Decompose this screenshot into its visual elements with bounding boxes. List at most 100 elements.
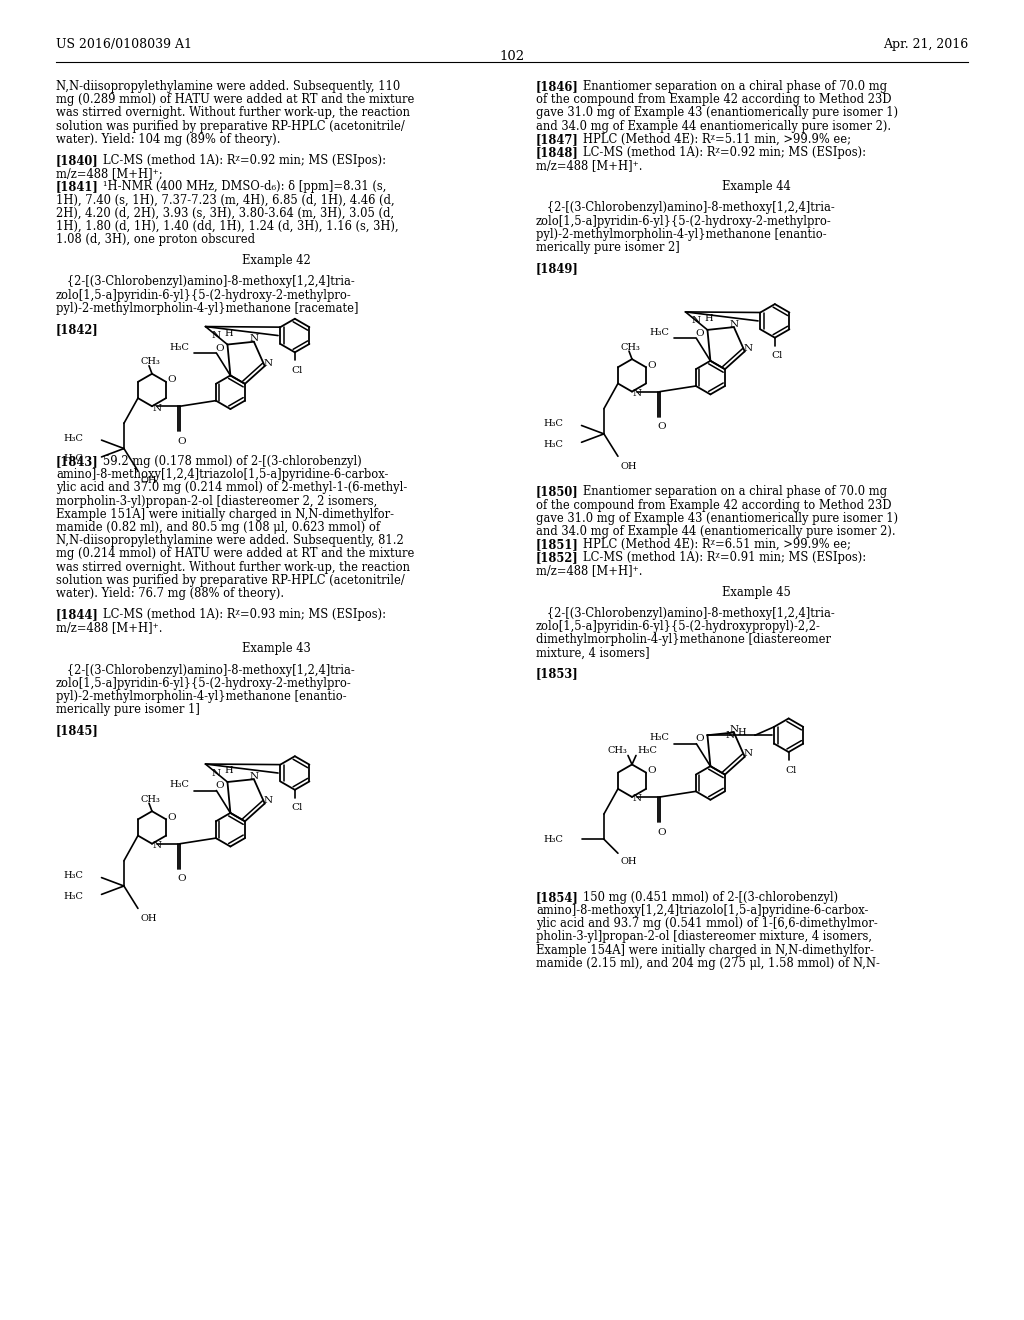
Text: [1851]: [1851]: [536, 539, 579, 552]
Text: {2-[(3-Chlorobenzyl)amino]-8-methoxy[1,2,4]tria-: {2-[(3-Chlorobenzyl)amino]-8-methoxy[1,2…: [536, 202, 835, 214]
Text: water). Yield: 76.7 mg (88% of theory).: water). Yield: 76.7 mg (88% of theory).: [56, 587, 284, 601]
Text: ylic acid and 93.7 mg (0.541 mmol) of 1-[6,6-dimethylmor-: ylic acid and 93.7 mg (0.541 mmol) of 1-…: [536, 917, 878, 931]
Text: H₃C: H₃C: [544, 418, 563, 428]
Text: O: O: [648, 360, 656, 370]
Text: HPLC (Method 4E): Rᵡ=6.51 min, >99.9% ee;: HPLC (Method 4E): Rᵡ=6.51 min, >99.9% ee…: [572, 539, 851, 552]
Text: [1853]: [1853]: [536, 668, 579, 681]
Text: solution was purified by preparative RP-HPLC (acetonitrile/: solution was purified by preparative RP-…: [56, 120, 404, 132]
Text: amino]-8-methoxy[1,2,4]triazolo[1,5-a]pyridine-6-carbox-: amino]-8-methoxy[1,2,4]triazolo[1,5-a]py…: [56, 469, 388, 482]
Text: Cl: Cl: [785, 766, 797, 775]
Text: CH₃: CH₃: [621, 343, 640, 351]
Text: Example 44: Example 44: [722, 181, 791, 193]
Text: zolo[1,5-a]pyridin-6-yl}{5-(2-hydroxypropyl)-2,2-: zolo[1,5-a]pyridin-6-yl}{5-(2-hydroxypro…: [536, 620, 821, 634]
Text: m/z=488 [M+H]⁺.: m/z=488 [M+H]⁺.: [536, 160, 642, 172]
Text: [1847]: [1847]: [536, 133, 579, 145]
Text: H: H: [705, 314, 713, 323]
Text: zolo[1,5-a]pyridin-6-yl}{5-(2-hydroxy-2-methylpro-: zolo[1,5-a]pyridin-6-yl}{5-(2-hydroxy-2-…: [536, 215, 831, 227]
Text: N: N: [153, 841, 162, 850]
Text: O: O: [648, 766, 656, 775]
Text: of the compound from Example 42 according to Method 23D: of the compound from Example 42 accordin…: [536, 499, 892, 512]
Text: O: O: [178, 437, 186, 446]
Text: Example 151A] were initially charged in N,N-dimethylfor-: Example 151A] were initially charged in …: [56, 508, 394, 521]
Text: Enantiomer separation on a chiral phase of 70.0 mg: Enantiomer separation on a chiral phase …: [572, 81, 887, 92]
Text: {2-[(3-Chlorobenzyl)amino]-8-methoxy[1,2,4]tria-: {2-[(3-Chlorobenzyl)amino]-8-methoxy[1,2…: [536, 607, 835, 620]
Text: [1840]: [1840]: [56, 154, 98, 166]
Text: 1H), 7.40 (s, 1H), 7.37-7.23 (m, 4H), 6.85 (d, 1H), 4.46 (d,: 1H), 7.40 (s, 1H), 7.37-7.23 (m, 4H), 6.…: [56, 194, 394, 206]
Text: 59.2 mg (0.178 mmol) of 2-[(3-chlorobenzyl): 59.2 mg (0.178 mmol) of 2-[(3-chlorobenz…: [92, 455, 361, 469]
Text: H₃C: H₃C: [169, 342, 189, 351]
Text: OH: OH: [141, 477, 158, 486]
Text: N,N-diisopropylethylamine were added. Subsequently, 81.2: N,N-diisopropylethylamine were added. Su…: [56, 535, 403, 548]
Text: mamide (2.15 ml), and 204 mg (275 μl, 1.58 mmol) of N,N-: mamide (2.15 ml), and 204 mg (275 μl, 1.…: [536, 957, 880, 970]
Text: [1841]: [1841]: [56, 181, 99, 193]
Text: H₃C: H₃C: [544, 440, 563, 449]
Text: [1842]: [1842]: [56, 323, 98, 335]
Text: morpholin-3-yl)propan-2-ol [diastereomer 2, 2 isomers,: morpholin-3-yl)propan-2-ol [diastereomer…: [56, 495, 377, 508]
Text: N: N: [249, 772, 258, 780]
Text: N: N: [743, 345, 753, 352]
Text: 150 mg (0.451 mmol) of 2-[(3-chlorobenzyl): 150 mg (0.451 mmol) of 2-[(3-chlorobenzy…: [572, 891, 838, 904]
Text: 1.08 (d, 3H), one proton obscured: 1.08 (d, 3H), one proton obscured: [56, 234, 255, 246]
Text: and 34.0 mg of Example 44 enantiomerically pure isomer 2).: and 34.0 mg of Example 44 enantiomerical…: [536, 120, 891, 132]
Text: was stirred overnight. Without further work-up, the reaction: was stirred overnight. Without further w…: [56, 561, 410, 574]
Text: N: N: [729, 725, 738, 734]
Text: HPLC (Method 4E): Rᵡ=5.11 min, >99.9% ee;: HPLC (Method 4E): Rᵡ=5.11 min, >99.9% ee…: [572, 133, 851, 145]
Text: solution was purified by preparative RP-HPLC (acetonitrile/: solution was purified by preparative RP-…: [56, 574, 404, 587]
Text: gave 31.0 mg of Example 43 (enantiomerically pure isomer 1): gave 31.0 mg of Example 43 (enantiomeric…: [536, 512, 898, 525]
Text: N,N-diisopropylethylamine were added. Subsequently, 110: N,N-diisopropylethylamine were added. Su…: [56, 81, 400, 92]
Text: [1846]: [1846]: [536, 81, 579, 92]
Text: zolo[1,5-a]pyridin-6-yl}{5-(2-hydroxy-2-methylpro-: zolo[1,5-a]pyridin-6-yl}{5-(2-hydroxy-2-…: [56, 289, 352, 301]
Text: 1H), 1.80 (d, 1H), 1.40 (dd, 1H), 1.24 (d, 3H), 1.16 (s, 3H),: 1H), 1.80 (d, 1H), 1.40 (dd, 1H), 1.24 (…: [56, 220, 398, 232]
Text: m/z=488 [M+H]⁺.: m/z=488 [M+H]⁺.: [536, 565, 642, 578]
Text: merically pure isomer 1]: merically pure isomer 1]: [56, 704, 200, 717]
Text: {2-[(3-Chlorobenzyl)amino]-8-methoxy[1,2,4]tria-: {2-[(3-Chlorobenzyl)amino]-8-methoxy[1,2…: [56, 664, 354, 677]
Text: US 2016/0108039 A1: US 2016/0108039 A1: [56, 38, 193, 51]
Text: Cl: Cl: [291, 804, 302, 812]
Text: H₃C: H₃C: [63, 454, 84, 463]
Text: [1850]: [1850]: [536, 486, 579, 499]
Text: [1852]: [1852]: [536, 552, 579, 565]
Text: O: O: [695, 734, 703, 743]
Text: Example 42: Example 42: [242, 255, 310, 267]
Text: H₃C: H₃C: [63, 433, 84, 442]
Text: of the compound from Example 42 according to Method 23D: of the compound from Example 42 accordin…: [536, 94, 892, 106]
Text: N: N: [263, 359, 272, 367]
Text: [1854]: [1854]: [536, 891, 579, 904]
Text: Cl: Cl: [291, 366, 302, 375]
Text: H₃C: H₃C: [649, 327, 669, 337]
Text: 2H), 4.20 (d, 2H), 3.93 (s, 3H), 3.80-3.64 (m, 3H), 3.05 (d,: 2H), 4.20 (d, 2H), 3.93 (s, 3H), 3.80-3.…: [56, 207, 394, 219]
Text: LC-MS (method 1A): Rᵡ=0.92 min; MS (ESIpos):: LC-MS (method 1A): Rᵡ=0.92 min; MS (ESIp…: [92, 154, 386, 166]
Text: was stirred overnight. Without further work-up, the reaction: was stirred overnight. Without further w…: [56, 107, 410, 119]
Text: Example 45: Example 45: [722, 586, 791, 599]
Text: N: N: [263, 796, 272, 805]
Text: [1844]: [1844]: [56, 609, 99, 622]
Text: and 34.0 mg of Example 44 (enantiomerically pure isomer 2).: and 34.0 mg of Example 44 (enantiomerica…: [536, 525, 896, 539]
Text: O: O: [215, 343, 223, 352]
Text: OH: OH: [621, 462, 637, 471]
Text: O: O: [695, 329, 703, 338]
Text: N: N: [249, 334, 258, 343]
Text: H: H: [738, 729, 746, 738]
Text: {2-[(3-Chlorobenzyl)amino]-8-methoxy[1,2,4]tria-: {2-[(3-Chlorobenzyl)amino]-8-methoxy[1,2…: [56, 276, 354, 288]
Text: amino]-8-methoxy[1,2,4]triazolo[1,5-a]pyridine-6-carbox-: amino]-8-methoxy[1,2,4]triazolo[1,5-a]py…: [536, 904, 868, 917]
Text: N: N: [212, 331, 221, 341]
Text: N: N: [729, 319, 738, 329]
Text: LC-MS (method 1A): Rᵡ=0.91 min; MS (ESIpos):: LC-MS (method 1A): Rᵡ=0.91 min; MS (ESIp…: [572, 552, 866, 565]
Text: [1845]: [1845]: [56, 725, 99, 738]
Text: N: N: [153, 404, 162, 413]
Text: O: O: [178, 874, 186, 883]
Text: mg (0.214 mmol) of HATU were added at RT and the mixture: mg (0.214 mmol) of HATU were added at RT…: [56, 548, 415, 561]
Text: Cl: Cl: [771, 351, 782, 360]
Text: H₃C: H₃C: [649, 734, 669, 742]
Text: pholin-3-yl]propan-2-ol [diastereomer mixture, 4 isomers,: pholin-3-yl]propan-2-ol [diastereomer mi…: [536, 931, 872, 944]
Text: CH₃: CH₃: [140, 795, 160, 804]
Text: Example 43: Example 43: [242, 643, 310, 656]
Text: O: O: [657, 828, 667, 837]
Text: ylic acid and 37.0 mg (0.214 mmol) of 2-methyl-1-(6-methyl-: ylic acid and 37.0 mg (0.214 mmol) of 2-…: [56, 482, 408, 495]
Text: LC-MS (method 1A): Rᵡ=0.93 min; MS (ESIpos):: LC-MS (method 1A): Rᵡ=0.93 min; MS (ESIp…: [92, 609, 386, 622]
Text: LC-MS (method 1A): Rᵡ=0.92 min; MS (ESIpos):: LC-MS (method 1A): Rᵡ=0.92 min; MS (ESIp…: [572, 147, 866, 158]
Text: O: O: [168, 375, 176, 384]
Text: [1848]: [1848]: [536, 147, 579, 158]
Text: O: O: [168, 813, 176, 822]
Text: OH: OH: [141, 913, 158, 923]
